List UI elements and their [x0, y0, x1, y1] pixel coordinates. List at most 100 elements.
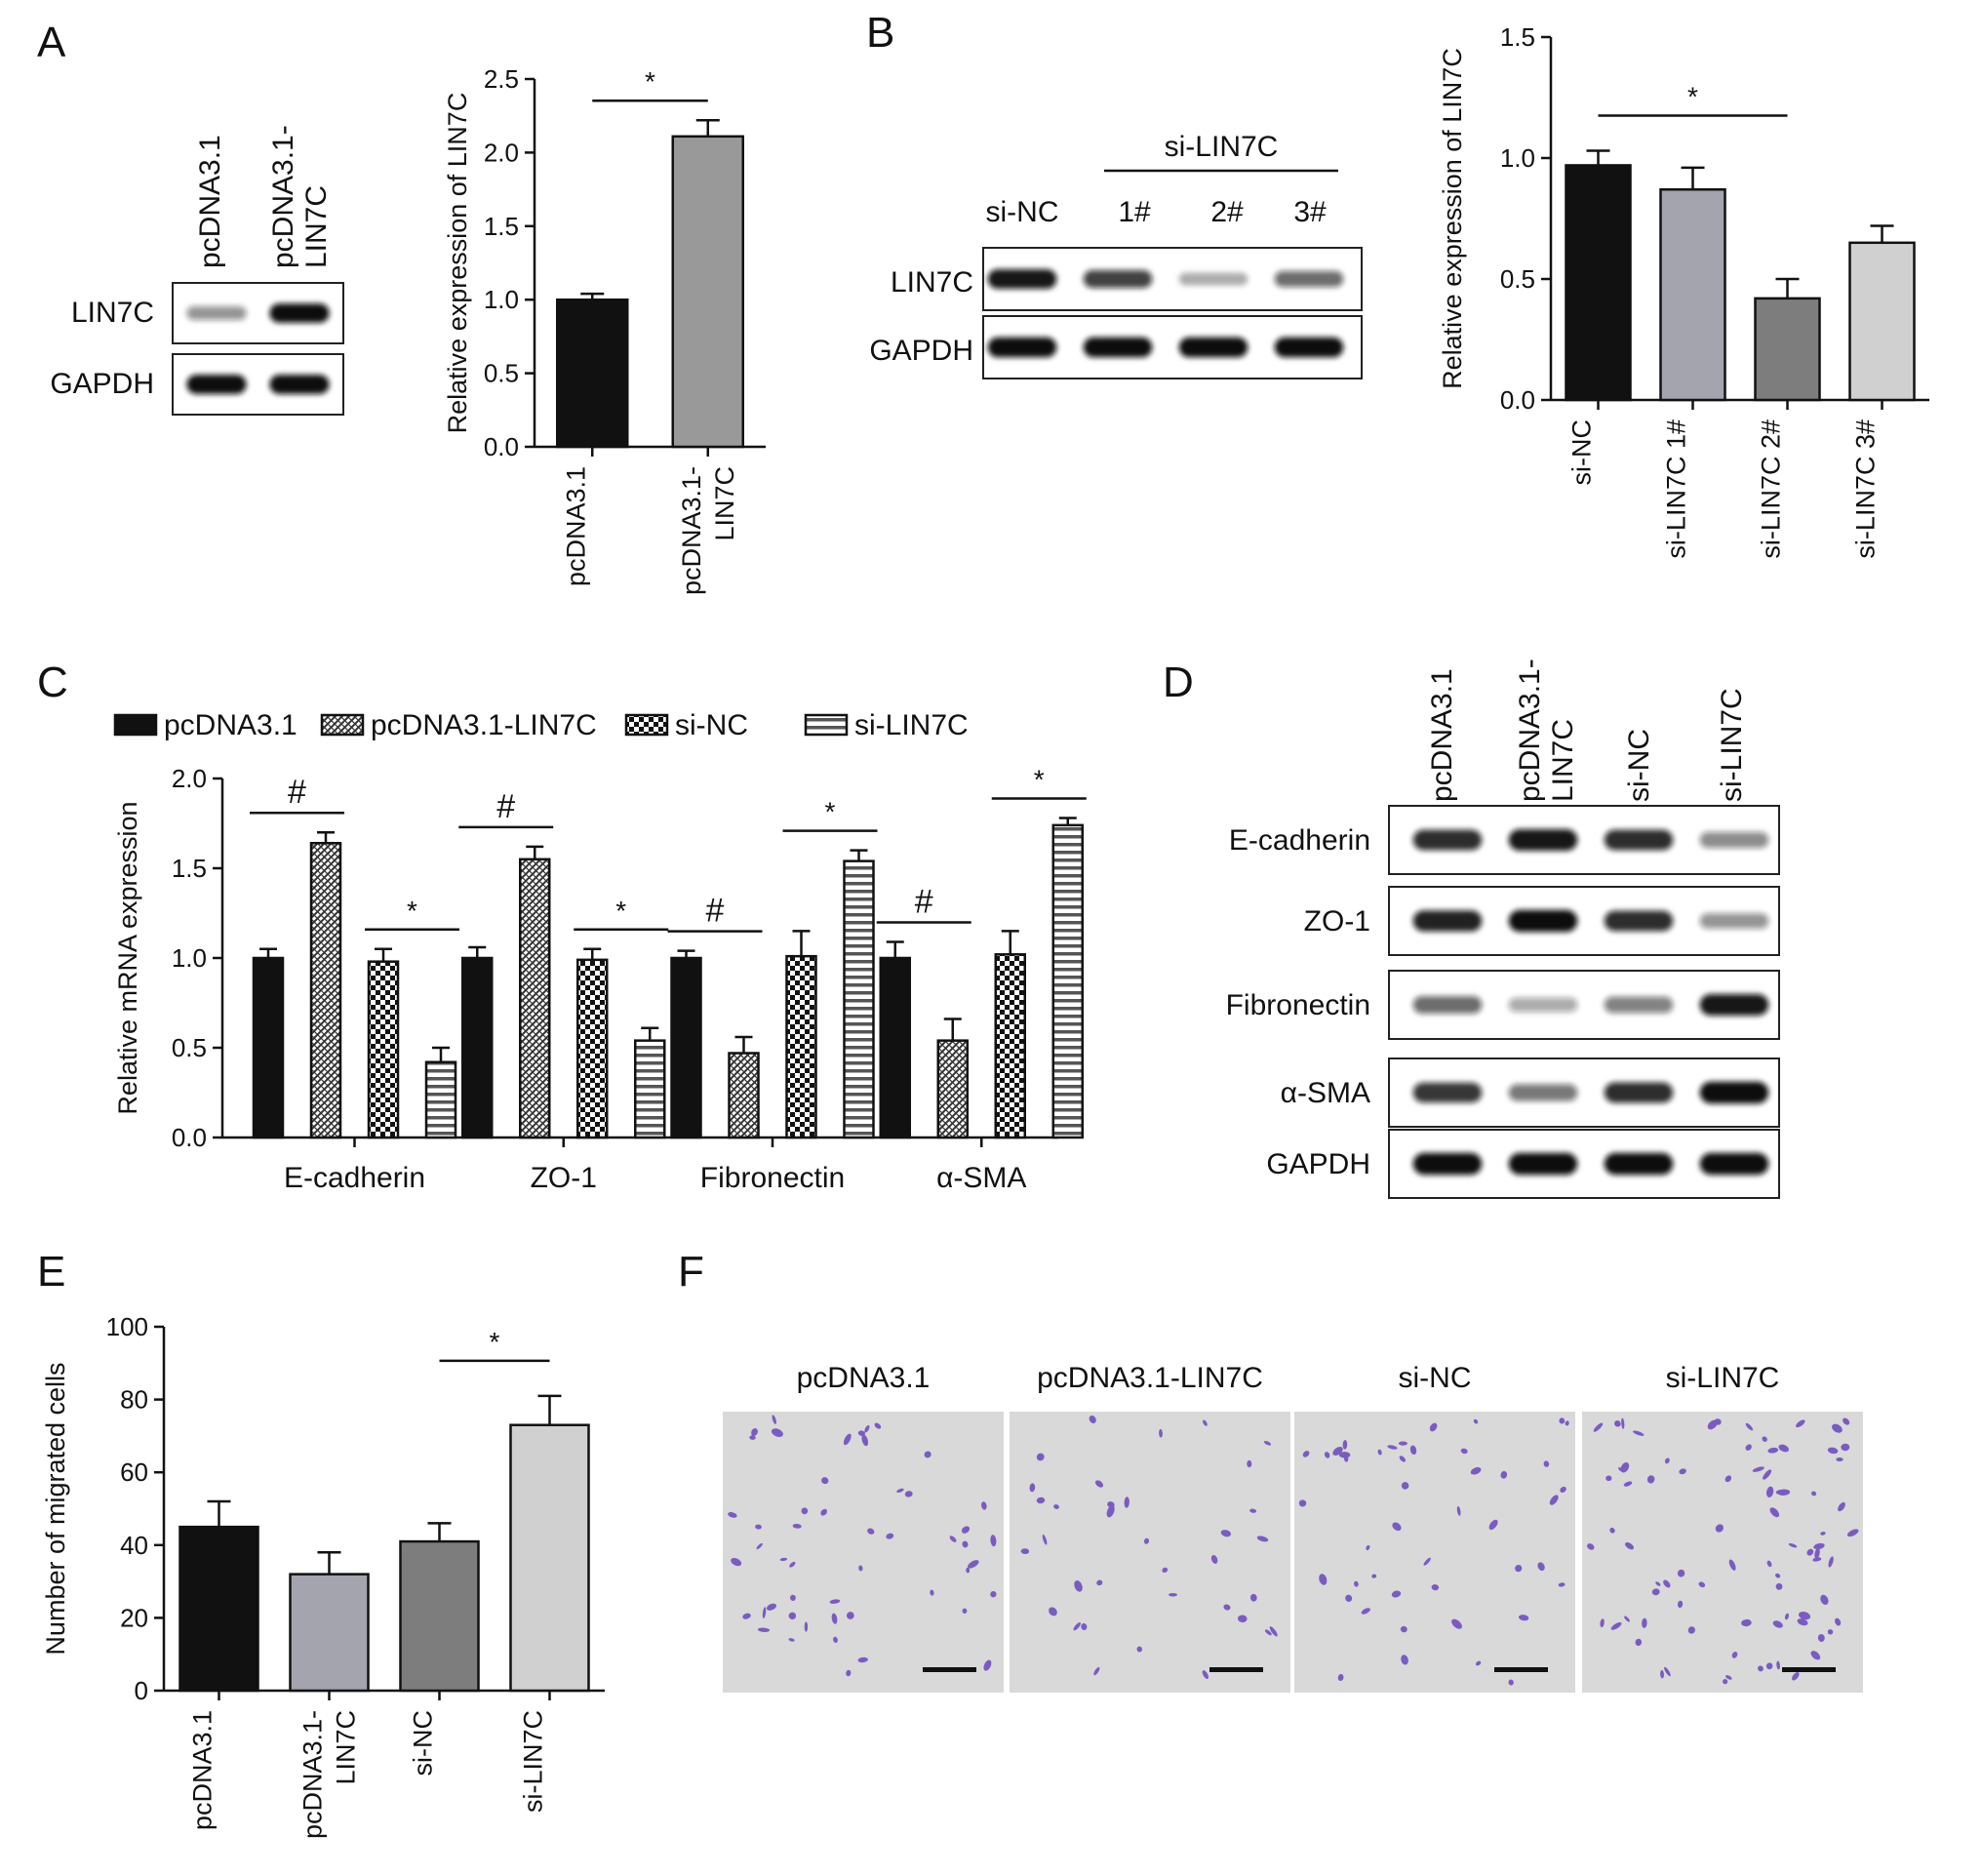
migrated-cell: [1488, 1519, 1498, 1531]
y-tick-label: 100: [106, 1312, 148, 1341]
protein-band: [987, 337, 1057, 358]
migrated-cell: [1810, 1651, 1821, 1660]
migrated-cell: [1042, 1535, 1048, 1545]
migrated-cell: [1269, 1626, 1278, 1637]
migrated-cell: [1431, 1584, 1440, 1591]
migrated-cell: [1143, 1537, 1150, 1544]
lane-label: pcDNA3.1: [194, 135, 226, 268]
scale-bar: [1782, 1667, 1836, 1672]
y-axis-title: Relative expression of LIN7C: [1438, 48, 1467, 389]
migrated-cell: [1036, 1497, 1046, 1504]
migrated-cell: [1728, 1559, 1736, 1571]
migrated-cell: [846, 1669, 852, 1677]
bar: [1848, 241, 1916, 402]
micrograph: [1582, 1412, 1863, 1693]
migrated-cell: [857, 1430, 865, 1436]
lane-label: LIN7C: [1547, 719, 1579, 802]
x-tick-label: si-LIN7C: [519, 1710, 548, 1813]
migrated-cell: [1723, 1679, 1728, 1685]
y-tick-label: 0.0: [1500, 385, 1535, 415]
grouped-bar-chart-c: 0.0 0.5 1.0 1.5 2.0 Relative mRNA expression E…: [113, 709, 1087, 1194]
migrated-cell: [1249, 1593, 1257, 1602]
migrated-cell: [1423, 1557, 1431, 1566]
migrated-cell: [1053, 1504, 1059, 1509]
migrated-cell: [1324, 1452, 1330, 1458]
migrated-cell: [981, 1501, 987, 1510]
lane-label: 2#: [1210, 196, 1244, 228]
lane-label-group: pcDNA3.1: [1426, 668, 1458, 802]
migrated-cell: [1558, 1582, 1566, 1587]
significance-mark: *: [1034, 764, 1045, 794]
migrated-cell: [904, 1491, 913, 1497]
protein-band: [1508, 829, 1578, 851]
x-tick-label-group: si-LIN7C 2#: [1757, 419, 1786, 559]
bar: [728, 1052, 760, 1139]
bar: [1659, 187, 1726, 402]
migrated-cell: [1361, 1608, 1370, 1615]
row-label: α-SMA: [1281, 1077, 1370, 1109]
migrated-cell: [1537, 1562, 1545, 1572]
migrated-cell: [1835, 1617, 1842, 1626]
x-category-label: ZO-1: [531, 1162, 597, 1194]
migrated-cell: [1549, 1495, 1559, 1505]
migrated-cell: [1366, 1544, 1370, 1551]
panel-label-e: E: [37, 1248, 65, 1296]
panel-label-a: A: [37, 19, 66, 66]
migrated-cell: [762, 1607, 767, 1618]
x-tick-label: si-NC: [1567, 419, 1597, 486]
row-label: GAPDH: [1266, 1148, 1370, 1180]
migrated-cell: [1836, 1457, 1843, 1462]
row-label: GAPDH: [869, 335, 973, 367]
migrated-cell: [804, 1621, 809, 1632]
x-tick-label-group: si-LIN7C 1#: [1662, 419, 1691, 559]
migrated-cell: [990, 1535, 997, 1547]
migrated-cell: [1776, 1660, 1780, 1670]
protein-band: [1508, 1152, 1578, 1176]
migrated-cell: [1543, 1460, 1550, 1467]
protein-band: [186, 375, 247, 394]
bar: [556, 298, 629, 449]
migrated-cell: [1765, 1486, 1774, 1497]
migrated-cell: [1387, 1445, 1398, 1450]
migrated-cell: [858, 1565, 863, 1572]
migrated-cell: [1587, 1543, 1595, 1550]
migrated-cell: [1817, 1633, 1825, 1643]
migrated-cell: [983, 1659, 992, 1671]
bar: [1051, 823, 1084, 1139]
protein-band: [1083, 337, 1153, 358]
migrated-cell: [731, 1557, 742, 1567]
y-tick-label: 20: [120, 1603, 148, 1632]
migrated-cell: [1392, 1522, 1402, 1532]
bar: [289, 1573, 370, 1693]
migrated-cell: [1765, 1662, 1773, 1670]
protein-band: [1412, 1152, 1483, 1176]
migrated-cell: [930, 1589, 934, 1596]
row-label: ZO-1: [1304, 905, 1370, 938]
migrated-cell: [1399, 1456, 1407, 1462]
migrated-cell: [1687, 1626, 1695, 1634]
bar: [1754, 297, 1821, 402]
migrated-cell: [1074, 1580, 1083, 1592]
migrated-cell: [896, 1488, 904, 1494]
migrated-cell: [1401, 1655, 1408, 1665]
protein-band: [186, 305, 247, 321]
legend-swatch: [113, 713, 158, 737]
migrated-cell: [1832, 1423, 1843, 1433]
migrated-cell: [1256, 1536, 1269, 1542]
scale-bar: [1209, 1667, 1263, 1672]
protein-band: [1604, 1152, 1674, 1176]
bar-chart-e: 0 20 40 60 80 100 Number of migrated cells pcDN…: [41, 1312, 605, 1839]
scale-bar: [1494, 1667, 1548, 1672]
migrated-cell: [1769, 1507, 1780, 1518]
significance-mark: #: [496, 788, 515, 825]
micrograph-title: si-LIN7C: [1666, 1362, 1780, 1394]
x-tick-label-group: si-NC: [1567, 419, 1597, 486]
migrated-cell: [1609, 1527, 1615, 1534]
lane-label: pcDNA3.1-: [267, 125, 299, 268]
significance-mark: #: [288, 774, 306, 811]
migrated-cell: [1745, 1422, 1754, 1431]
protein-band: [1508, 997, 1578, 1013]
y-tick-label: 0.0: [484, 432, 519, 461]
migrated-cell: [1843, 1417, 1850, 1425]
